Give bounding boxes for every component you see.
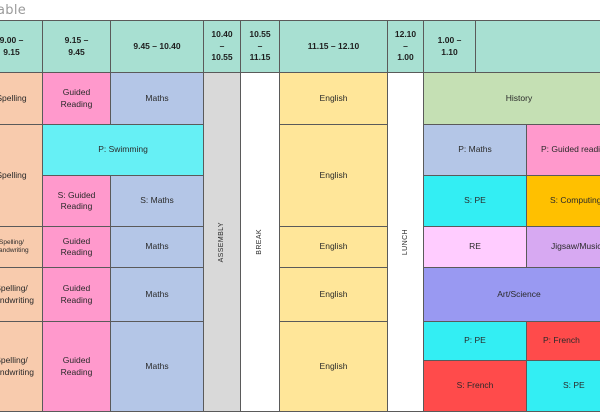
cell-english: English	[279, 124, 388, 227]
cell-spelling-handwriting: Spelling/ Handwriting	[0, 321, 43, 412]
cell-art-science: Art/Science	[423, 267, 600, 322]
cell-guided-reading: Guided Reading	[42, 321, 111, 412]
header-time-8: 1.00 – 1.10	[423, 20, 476, 73]
header-time-9	[475, 20, 600, 73]
cell-spelling-handwriting: Spelling/ Handwriting	[0, 226, 43, 268]
header-time-5: 10.55 – 11.15	[240, 20, 280, 73]
cell-maths: Maths	[110, 226, 204, 268]
header-time-6: 11.15 – 12.10	[279, 20, 388, 73]
cell-p-maths: P: Maths	[423, 124, 527, 176]
break-column: BREAK	[240, 72, 280, 412]
cell-english: English	[279, 72, 388, 125]
cell-s-pe: S: PE	[526, 360, 600, 412]
cell-maths: Maths	[110, 267, 204, 322]
cell-history: History	[423, 72, 600, 125]
cell-re: RE	[423, 226, 527, 268]
cell-spelling-handwriting: Spelling/ Handwriting	[0, 267, 43, 322]
lunch-column: LUNCH	[387, 72, 424, 412]
cell-guided-reading: Guided Reading	[42, 267, 111, 322]
page-title: able	[0, 3, 27, 18]
cell-maths: Maths	[110, 321, 204, 412]
cell-english: English	[279, 267, 388, 322]
header-time-2: 9.15 – 9.45	[42, 20, 111, 73]
break-label: BREAK	[256, 229, 264, 255]
header-time-4: 10.40 – 10.55	[203, 20, 241, 73]
cell-english: English	[279, 226, 388, 268]
cell-p-guided-reading: P: Guided reading	[526, 124, 600, 176]
cell-p-swimming: P: Swimming	[42, 124, 204, 176]
assembly-label: ASSEMBLY	[218, 221, 226, 263]
cell-spelling: Spelling	[0, 72, 43, 125]
cell-s-computing: S: Computing	[526, 175, 600, 227]
cell-p-french: P: French	[526, 321, 600, 361]
cell-p-pe: P: PE	[423, 321, 527, 361]
cell-s-french: S: French	[423, 360, 527, 412]
cell-jigsaw-music: Jigsaw/Music	[526, 226, 600, 268]
cell-maths: Maths	[110, 72, 204, 125]
cell-guided-reading: Guided Reading	[42, 226, 111, 268]
cell-s-maths: S: Maths	[110, 175, 204, 227]
assembly-column: ASSEMBLY	[203, 72, 241, 412]
header-time-7: 12.10 – 1.00	[387, 20, 424, 73]
cell-s-guided-reading: S: Guided Reading	[42, 175, 111, 227]
cell-s-pe: S: PE	[423, 175, 527, 227]
header-time-1: 9.00 – 9.15	[0, 20, 43, 73]
cell-spelling: Spelling	[0, 124, 43, 227]
cell-english: English	[279, 321, 388, 412]
lunch-label: LUNCH	[401, 228, 409, 256]
cell-guided-reading: Guided Reading	[42, 72, 111, 125]
header-time-3: 9.45 – 10.40	[110, 20, 204, 73]
